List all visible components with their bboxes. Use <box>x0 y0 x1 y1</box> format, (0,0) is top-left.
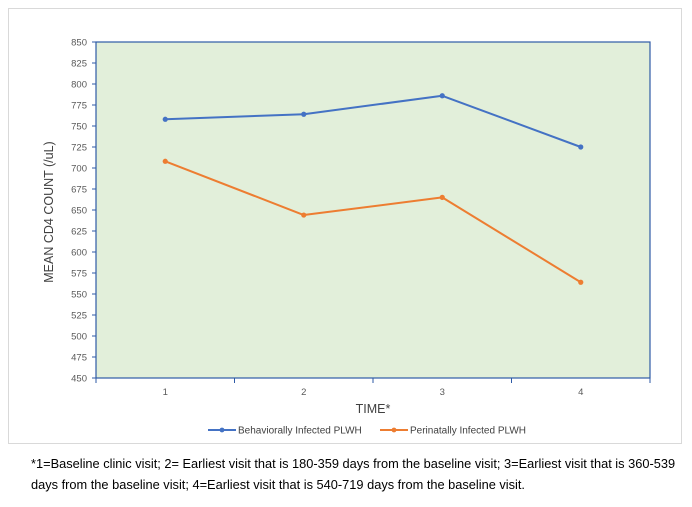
legend: Behaviorally Infected PLWH Perinatally In… <box>208 426 526 437</box>
chart-container: 450 475 500 525 550 575 600 625 650 675 700 725 750 7… <box>8 8 682 444</box>
series-1 <box>162 93 584 150</box>
x-axis-title: TIME* <box>356 402 391 416</box>
legend-label: Perinatally Infected PLWH <box>410 426 526 437</box>
x-tick-label: 2 <box>301 387 306 398</box>
data-point <box>162 158 168 164</box>
data-point <box>301 111 307 117</box>
y-tick-label: 775 <box>71 101 87 112</box>
y-tick-label: 525 <box>71 311 87 322</box>
x-tick-label: 3 <box>440 387 445 398</box>
data-point <box>439 194 445 200</box>
legend-marker <box>391 427 397 433</box>
data-point <box>439 93 445 99</box>
y-tick-label: 450 <box>71 374 87 385</box>
y-tick-label: 700 <box>71 164 87 175</box>
data-point <box>301 212 307 218</box>
y-tick-label: 675 <box>71 185 87 196</box>
y-tick-label: 575 <box>71 269 87 280</box>
y-tick-label: 475 <box>71 353 87 364</box>
legend-label: Behaviorally Infected PLWH <box>238 426 362 437</box>
data-point <box>162 116 168 122</box>
x-axis: 1 2 3 4 <box>95 378 651 398</box>
y-axis: 450 475 500 525 550 575 600 625 650 675 700 725 750 7… <box>71 38 96 385</box>
legend-item: Perinatally Infected PLWH <box>380 426 526 437</box>
y-tick-label: 825 <box>71 59 87 70</box>
x-tick-label: 4 <box>578 387 583 398</box>
series-line <box>165 94 582 148</box>
y-tick-label: 800 <box>71 80 87 91</box>
y-axis-title: MEAN CD4 COUNT (/uL) <box>42 141 56 282</box>
y-tick-label: 725 <box>71 143 87 154</box>
plot-area <box>95 41 651 379</box>
legend-marker <box>219 427 225 433</box>
y-tick-label: 500 <box>71 332 87 343</box>
y-tick-label: 600 <box>71 248 87 259</box>
series-line <box>164 160 582 284</box>
y-tick-label: 750 <box>71 122 87 133</box>
x-tick-label: 1 <box>163 387 168 398</box>
series-layer <box>162 93 584 285</box>
data-point <box>578 279 584 285</box>
y-tick-label: 650 <box>71 206 87 217</box>
y-tick-label: 850 <box>71 38 87 49</box>
line-chart: 450 475 500 525 550 575 600 625 650 675 700 725 750 7… <box>42 38 651 437</box>
data-point <box>578 144 584 150</box>
y-tick-label: 625 <box>71 227 87 238</box>
footnote: *1=Baseline clinic visit; 2= Earliest vi… <box>31 456 676 492</box>
series-2 <box>162 158 584 285</box>
legend-item: Behaviorally Infected PLWH <box>208 426 362 437</box>
y-tick-label: 550 <box>71 290 87 301</box>
